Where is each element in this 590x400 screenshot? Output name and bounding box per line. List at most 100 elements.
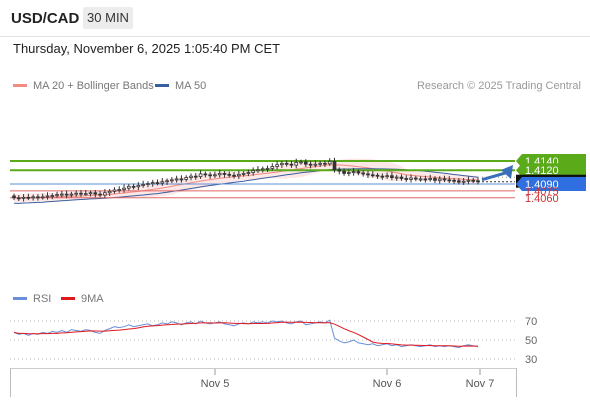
candle-body (131, 185, 136, 188)
candle (308, 161, 313, 169)
candle (280, 161, 284, 168)
candle (337, 167, 342, 175)
candle-body (98, 193, 102, 196)
candle-body (203, 173, 208, 176)
candle (275, 161, 279, 170)
candle (418, 176, 423, 182)
candle-body (265, 167, 270, 170)
candle-body (174, 178, 179, 181)
chart-datetime: Thursday, November 6, 2025 1:05:40 PM CE… (13, 41, 281, 56)
price-level-label: 1.4060 (525, 193, 559, 205)
rsi-tick-label: 30 (525, 354, 537, 366)
candle-body (189, 175, 193, 178)
candle (390, 172, 394, 181)
candle-body (351, 171, 356, 173)
candle-body (79, 192, 83, 195)
candle (447, 176, 452, 184)
candle-body (404, 178, 409, 180)
candle-body (107, 190, 112, 194)
candle (93, 189, 98, 198)
instrument-title: USD/CAD (11, 10, 80, 27)
candle-body (31, 196, 35, 199)
candle-body (375, 174, 380, 177)
legend-ma9: 9MA (61, 293, 104, 305)
candle (332, 157, 337, 173)
candle-body (136, 184, 141, 188)
rsi-line (13, 319, 479, 349)
candle-body (232, 174, 236, 177)
candle (26, 193, 31, 201)
candle-body (83, 193, 88, 196)
rsi-tick-label: 70 (525, 316, 537, 328)
forecast-arrow-shaft (481, 170, 510, 182)
candle-body (284, 162, 289, 165)
candle-body (45, 195, 50, 198)
candle (342, 168, 346, 176)
candle (126, 184, 131, 191)
candle-body (433, 178, 437, 181)
candle-body (184, 177, 189, 180)
legend-ma9-label: 9MA (81, 293, 104, 305)
candle-body (69, 193, 74, 196)
candle (356, 169, 361, 176)
candle (476, 178, 480, 185)
candle (327, 158, 332, 167)
candle-body (413, 177, 418, 180)
rsi-swatch (13, 296, 27, 300)
candle-body (313, 163, 318, 166)
candle (55, 191, 59, 198)
time-axis-frame (10, 368, 517, 397)
timeframe-button[interactable]: 30 MIN (83, 7, 133, 29)
candle (12, 193, 16, 201)
candle-body (275, 164, 279, 167)
candle (399, 174, 404, 181)
candle (146, 181, 150, 188)
candle (60, 190, 64, 198)
candle-body (55, 194, 59, 196)
candle (241, 171, 246, 177)
x-tick-label: Nov 6 (373, 378, 402, 390)
candle-body (12, 195, 16, 199)
candle-body (117, 189, 122, 191)
candle-body (74, 192, 79, 195)
candle-body (60, 193, 64, 196)
candle (323, 160, 327, 167)
candle-body (337, 169, 342, 172)
candle-body (246, 172, 251, 174)
legend-ma20-label: MA 20 + Bollinger Bands (33, 80, 154, 92)
candle (251, 167, 255, 176)
candle (217, 169, 222, 178)
candle-body (437, 178, 442, 181)
candle (423, 175, 428, 183)
candle-body (64, 193, 69, 196)
price-level-label: 1.4120 (525, 165, 559, 177)
ma20-swatch (13, 83, 27, 87)
candle-body (423, 178, 428, 181)
candle-body (323, 162, 327, 165)
candle (155, 179, 160, 186)
candle-body (36, 196, 40, 199)
candle-body (442, 178, 447, 181)
candle-body (16, 197, 21, 200)
candle-body (457, 180, 461, 183)
candle-body (418, 178, 423, 181)
candle-body (217, 173, 222, 176)
candle-body (303, 161, 308, 165)
ma20-line (13, 164, 479, 199)
candle-body (227, 173, 232, 176)
candle (232, 172, 236, 179)
header-bar: USD/CAD 30 MIN (0, 0, 590, 37)
candle-body (318, 162, 322, 165)
candle-body (461, 180, 466, 183)
candle-body (251, 170, 255, 173)
candle (452, 178, 456, 184)
candle (370, 171, 375, 178)
candle (45, 192, 50, 200)
candle-body (366, 173, 370, 176)
candle-body (370, 174, 375, 177)
candle-body (112, 189, 117, 192)
candle-body (170, 179, 174, 182)
candle-body (88, 192, 93, 195)
candle-body (241, 173, 246, 175)
